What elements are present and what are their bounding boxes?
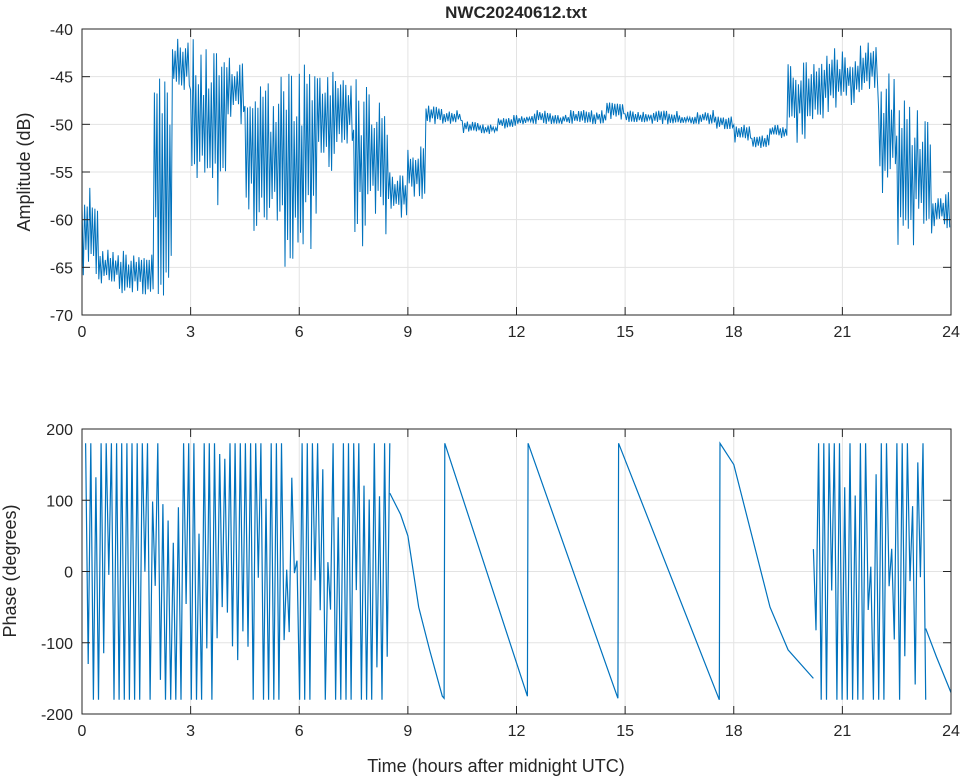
y-tick-label: -65 xyxy=(50,260,73,277)
y-tick-label: -55 xyxy=(50,165,73,182)
y-tick-label: -45 xyxy=(50,70,73,87)
phase-series-line xyxy=(812,443,927,700)
x-tick-label: 15 xyxy=(616,723,634,740)
phase-axes: 0 3 6 9 12 15 18 21 24 -200 -100 0 100 200 xyxy=(41,422,960,740)
x-tick-label: 18 xyxy=(725,723,743,740)
x-tick-label: 24 xyxy=(942,324,960,341)
x-tick-label: 3 xyxy=(186,723,195,740)
amplitude-axes: 0 3 6 9 12 15 18 21 24 -70 -65 -60 -55 -50 -45 -40 xyxy=(50,22,960,341)
y-tick-label: -60 xyxy=(50,213,73,230)
phase-series-line xyxy=(85,443,391,700)
x-axis-label: Time (hours after midnight UTC) xyxy=(367,756,624,776)
x-tick-label: 12 xyxy=(508,723,526,740)
x-tick-label: 15 xyxy=(616,324,634,341)
amplitude-series-line xyxy=(81,38,951,296)
x-tick-label: 9 xyxy=(403,324,412,341)
y-tick-label: 100 xyxy=(46,493,73,510)
y-tick-label: 200 xyxy=(46,422,73,439)
y-tick-label: 0 xyxy=(64,565,73,582)
phase-series-line xyxy=(389,441,814,701)
x-tick-label: 21 xyxy=(833,723,851,740)
y-tick-label: -50 xyxy=(50,117,73,134)
phase-y-label: Phase (degrees) xyxy=(0,504,20,637)
y-tick-label: -100 xyxy=(41,636,73,653)
x-tick-label: 12 xyxy=(508,324,526,341)
y-tick-label: -40 xyxy=(50,22,73,39)
x-tick-label: 24 xyxy=(942,723,960,740)
x-tick-label: 9 xyxy=(403,723,412,740)
chart-title: NWC20240612.txt xyxy=(445,3,587,22)
x-tick-label: 21 xyxy=(833,324,851,341)
x-tick-label: 3 xyxy=(186,324,195,341)
y-tick-label: -70 xyxy=(50,308,73,325)
x-tick-label: 0 xyxy=(78,723,87,740)
x-tick-label: 18 xyxy=(725,324,743,341)
amplitude-y-label: Amplitude (dB) xyxy=(14,112,34,231)
x-tick-label: 6 xyxy=(295,324,304,341)
phase-series-line xyxy=(925,628,952,693)
x-tick-label: 6 xyxy=(295,723,304,740)
x-tick-label: 0 xyxy=(78,324,87,341)
y-tick-label: -200 xyxy=(41,707,73,724)
